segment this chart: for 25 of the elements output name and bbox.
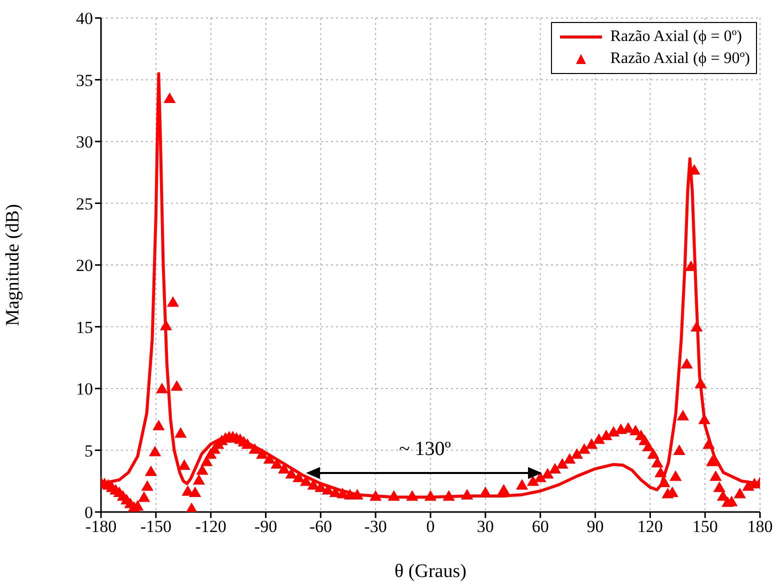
x-tick-label: 120 [637,517,663,536]
legend-label: Razão Axial (ϕ = 0º) [610,27,742,47]
y-tick-label: 35 [76,70,93,90]
y-tick-label: 20 [76,256,93,276]
y-tick-label: 25 [76,194,93,214]
x-tick-label: -150 [140,517,172,536]
x-tick-label: -30 [364,517,387,536]
legend-label: Razão Axial (ϕ = 90º) [610,49,750,69]
y-tick-label: 15 [76,318,93,337]
x-axis-title: θ (Graus) [394,561,466,582]
x-tick-label: 90 [586,517,604,536]
x-tick-label: 0 [426,517,435,536]
x-tick-label: 30 [476,517,494,536]
x-tick-label: 180 [747,517,773,536]
y-tick-label: 40 [76,9,93,28]
y-tick-label: 30 [76,132,93,152]
y-axis-title: Magnitude (dB) [2,204,24,326]
x-tick-label: 150 [692,517,718,536]
x-tick-label: 60 [532,517,549,536]
y-tick-label: 5 [84,441,93,460]
x-tick-label: -120 [195,517,226,536]
x-tick-label: -60 [309,517,332,536]
y-tick-label: 10 [76,380,93,399]
annotation: ~ 130º [398,438,452,461]
x-tick-label: -90 [254,517,278,536]
